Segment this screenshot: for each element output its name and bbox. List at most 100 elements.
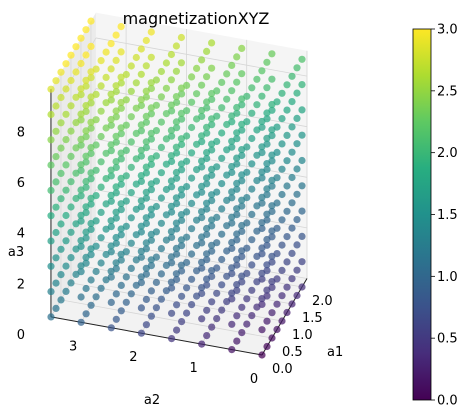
scatter-point bbox=[178, 318, 186, 326]
scatter-point bbox=[188, 301, 196, 309]
scatter-point bbox=[293, 64, 301, 72]
scatter-point bbox=[72, 194, 80, 203]
scatter-point bbox=[172, 42, 180, 50]
scatter-point bbox=[62, 237, 70, 245]
scatter-point bbox=[87, 42, 95, 51]
scatter-point bbox=[298, 232, 306, 240]
scatter-point bbox=[177, 135, 185, 143]
scatter-point bbox=[97, 107, 105, 115]
scatter-point bbox=[188, 250, 196, 258]
scatter-point bbox=[72, 68, 80, 76]
scatter-point bbox=[173, 301, 181, 309]
scatter-point bbox=[112, 82, 120, 90]
scatter-point bbox=[223, 272, 231, 280]
scatter-point bbox=[147, 287, 155, 295]
scatter-point bbox=[228, 163, 236, 171]
scatter-point bbox=[137, 273, 145, 281]
scatter-point bbox=[167, 50, 175, 59]
scatter-point bbox=[268, 176, 276, 184]
scatter-point bbox=[183, 284, 191, 292]
scatter-point bbox=[127, 290, 135, 298]
scatter-point bbox=[263, 160, 271, 168]
scatter-point bbox=[132, 53, 140, 62]
scatter-point bbox=[233, 103, 241, 112]
scatter-point bbox=[142, 62, 150, 70]
scatter-point bbox=[87, 17, 95, 25]
scatter-point bbox=[52, 279, 60, 287]
chart-tick-labels: 0.0 0.5 1.0 1.5 2.0 0 1 2 3 0 2 4 6 8 bbox=[17, 125, 333, 387]
scatter-point bbox=[233, 230, 241, 238]
scatter-point bbox=[293, 241, 301, 249]
y-axis-label: a2 bbox=[144, 393, 160, 408]
z-axis-label: a3 bbox=[8, 245, 24, 260]
scatter-point bbox=[62, 85, 70, 93]
scatter-point bbox=[258, 295, 266, 303]
scatter-point bbox=[157, 194, 165, 202]
scatter-point bbox=[147, 155, 155, 163]
scatter-point bbox=[208, 298, 216, 306]
scatter-point bbox=[162, 287, 170, 295]
scatter-point bbox=[183, 309, 191, 317]
scatter-point bbox=[132, 180, 140, 188]
scatter-point bbox=[172, 143, 180, 151]
scatter-point bbox=[258, 117, 266, 126]
scatter-point bbox=[67, 102, 75, 110]
scatter-point bbox=[147, 205, 155, 213]
scatter-point bbox=[298, 106, 306, 114]
scatter-point bbox=[62, 60, 70, 68]
scatter-point bbox=[117, 48, 125, 56]
scatter-point bbox=[72, 245, 80, 253]
scatter-point bbox=[208, 140, 216, 148]
scatter-point bbox=[288, 224, 296, 232]
scatter-point bbox=[127, 87, 135, 95]
scatter-point bbox=[172, 93, 180, 101]
scatter-point bbox=[67, 152, 75, 160]
scatter-point bbox=[77, 237, 85, 245]
scatter-point bbox=[72, 93, 80, 101]
scatter-point bbox=[223, 146, 231, 154]
scatter-point bbox=[137, 96, 145, 104]
scatter-point bbox=[127, 264, 135, 272]
scatter-point bbox=[67, 178, 75, 186]
scatter-point bbox=[112, 183, 120, 191]
scatter-point bbox=[278, 165, 286, 173]
scatter-point bbox=[223, 95, 231, 103]
scatter-point bbox=[162, 59, 170, 67]
scatter-point bbox=[198, 106, 206, 115]
scatter-point bbox=[203, 199, 211, 207]
scatter-point bbox=[198, 284, 206, 292]
scatter-point bbox=[102, 149, 110, 157]
scatter-point bbox=[127, 138, 135, 146]
scatter-point bbox=[162, 185, 170, 194]
scatter-point bbox=[238, 247, 246, 255]
scatter-point bbox=[62, 110, 70, 118]
scatter-point bbox=[92, 267, 100, 276]
scatter-point bbox=[188, 199, 196, 207]
scatter-point bbox=[263, 210, 271, 218]
scatter-point bbox=[72, 119, 80, 127]
scatter-point bbox=[172, 67, 180, 75]
scatter-point bbox=[102, 175, 110, 183]
scatter-point bbox=[198, 340, 206, 348]
scatter-point bbox=[283, 258, 291, 266]
scatter-point bbox=[62, 136, 70, 144]
scatter-point bbox=[203, 224, 211, 233]
scatter-point bbox=[167, 177, 175, 185]
scatter-point bbox=[77, 34, 85, 42]
scatter-point bbox=[228, 264, 236, 272]
scatter-point bbox=[177, 84, 185, 92]
scatter-point bbox=[188, 225, 196, 233]
scatter-point bbox=[47, 85, 55, 93]
scatter-point bbox=[82, 284, 90, 293]
scatter-point bbox=[203, 73, 211, 81]
scatter-point bbox=[102, 225, 110, 233]
x-axis-line bbox=[261, 278, 308, 356]
z-tick-label: 0 bbox=[17, 328, 25, 343]
scatter-point bbox=[162, 160, 170, 168]
scatter-point bbox=[147, 312, 155, 320]
scatter-point bbox=[243, 295, 251, 303]
scatter-point bbox=[162, 236, 170, 244]
scatter-point bbox=[77, 85, 85, 93]
colorbar-tick-label: 0.5 bbox=[437, 332, 458, 347]
scatter-point bbox=[92, 293, 100, 301]
